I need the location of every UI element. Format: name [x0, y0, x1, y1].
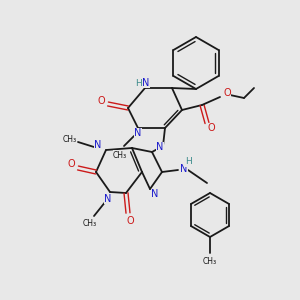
Text: CH₃: CH₃ — [203, 256, 217, 266]
Text: N: N — [142, 78, 150, 88]
Text: O: O — [97, 96, 105, 106]
Text: N: N — [104, 194, 112, 204]
Text: H: H — [136, 79, 142, 88]
Text: O: O — [223, 88, 231, 98]
Text: O: O — [67, 159, 75, 169]
Text: N: N — [151, 189, 159, 199]
Text: CH₃: CH₃ — [83, 220, 97, 229]
Text: O: O — [126, 216, 134, 226]
Text: H: H — [186, 158, 192, 166]
Text: N: N — [94, 140, 102, 150]
Text: O: O — [207, 123, 215, 133]
Text: CH₃: CH₃ — [63, 134, 77, 143]
Text: N: N — [180, 164, 188, 174]
Text: N: N — [156, 142, 164, 152]
Text: N: N — [134, 128, 142, 138]
Text: CH₃: CH₃ — [113, 151, 127, 160]
